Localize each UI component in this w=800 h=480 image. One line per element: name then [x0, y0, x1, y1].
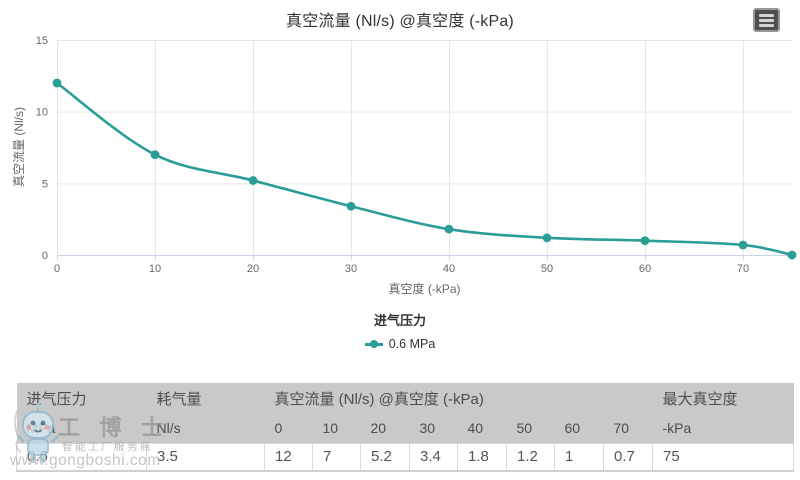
chart-context-menu-button[interactable] — [753, 8, 780, 32]
table-subheader-cell: 30 — [409, 413, 458, 443]
y-axis-tick-label: 15 — [36, 35, 48, 47]
table-subheader-cell: 20 — [360, 413, 410, 443]
table-header-cell: 进气压力 — [16, 383, 147, 413]
table-cell: 12 — [264, 442, 313, 472]
hamburger-menu-icon — [759, 13, 774, 17]
flow-rate-chart: 真空流量 (Nl/s) @真空度 (-kPa) 0 5 10 15 0 10 20 30 40 5… — [0, 8, 800, 354]
table-cell: 1 — [554, 442, 604, 472]
table-subheader-cell: 50 — [506, 413, 555, 443]
table-cell: 75 — [652, 442, 795, 472]
y-axis-tick-label: 5 — [42, 178, 48, 190]
data-point-marker[interactable] — [52, 78, 62, 88]
x-axis-tick-label: 30 — [345, 263, 357, 275]
chart-title: 真空流量 (Nl/s) @真空度 (-kPa) — [286, 13, 514, 30]
spec-table: 进气压力 耗气量 真空流量 (Nl/s) @真空度 (-kPa) 最大真空度 MPa Nl… — [16, 383, 795, 472]
legend-title: 进气压力 — [373, 313, 426, 328]
x-axis-tick-label: 10 — [149, 263, 161, 275]
table-header-cell: 真空流量 (Nl/s) @真空度 (-kPa) — [264, 383, 653, 413]
y-axis-title: 真空流量 (Nl/s) — [12, 107, 26, 187]
legend-item[interactable]: 0.6 MPa — [364, 337, 436, 351]
table-cell: 7 — [312, 442, 361, 472]
x-axis-tick-label: 60 — [639, 263, 651, 275]
data-point-marker[interactable] — [738, 240, 748, 250]
x-axis-tick-label: 50 — [541, 263, 553, 275]
data-point-marker[interactable] — [150, 150, 160, 160]
x-axis-tick-label: 70 — [737, 263, 749, 275]
table-subheader-cell: Nl/s — [146, 413, 265, 443]
table-subheader-cell: 40 — [457, 413, 507, 443]
table-cell: 3.4 — [409, 442, 458, 472]
y-axis-tick-label: 10 — [36, 107, 48, 119]
table-subheader-cell: 60 — [554, 413, 604, 443]
x-axis-tick-label: 40 — [443, 263, 455, 275]
x-axis-tick-label: 0 — [54, 263, 60, 275]
table-subheader-cell: 10 — [312, 413, 361, 443]
table-header-cell: 最大真空度 — [652, 383, 794, 413]
x-axis-tick-label: 20 — [247, 263, 259, 275]
table-cell: 1.2 — [506, 442, 555, 472]
table-subheader-cell: -kPa — [652, 413, 794, 443]
table-cell: 0.7 — [602, 442, 654, 472]
table-header-cell: 耗气量 — [146, 383, 265, 413]
y-axis-tick-label: 0 — [42, 250, 48, 262]
data-point-marker[interactable] — [346, 201, 356, 211]
table-subheader-cell: 70 — [603, 413, 653, 443]
data-point-marker[interactable] — [248, 176, 258, 185]
data-point-marker[interactable] — [444, 224, 454, 234]
x-axis-title: 真空度 (-kPa) — [388, 281, 460, 296]
chart-legend: 进气压力 0.6 MPa — [0, 310, 800, 354]
data-point-marker[interactable] — [640, 236, 650, 246]
table-subheader-cell: 0 — [264, 413, 313, 443]
table-row: 0.6 3.5 12 7 5.2 3.4 1.8 1.2 1 0.7 75 — [16, 442, 795, 472]
data-point-marker[interactable] — [542, 233, 552, 243]
legend-item-label: 0.6 MPa — [388, 337, 436, 351]
table-subheader-cell: MPa — [16, 413, 147, 443]
table-cell: 0.6 — [16, 442, 147, 472]
table-cell: 5.2 — [360, 442, 410, 472]
table-cell: 1.8 — [457, 442, 507, 472]
table-cell: 3.5 — [146, 442, 265, 472]
series-line — [56, 81, 793, 257]
chart-plot-area: 0 5 10 15 0 10 20 30 40 50 60 70 真空度 (-kPa) 真空流量 (Nl/… — [12, 35, 797, 296]
legend-marker-icon — [364, 340, 383, 349]
data-point-marker[interactable] — [787, 250, 797, 260]
